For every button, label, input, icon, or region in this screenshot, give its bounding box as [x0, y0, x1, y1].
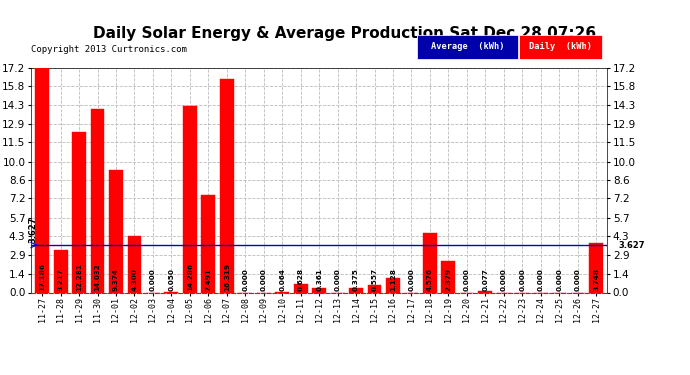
Text: 0.064: 0.064 — [279, 268, 285, 291]
Text: 4.300: 4.300 — [132, 269, 137, 291]
Bar — [423, 232, 437, 292]
Text: 14.286: 14.286 — [187, 264, 193, 291]
Text: 0.000: 0.000 — [464, 269, 470, 291]
Text: Copyright 2013 Curtronics.com: Copyright 2013 Curtronics.com — [31, 45, 187, 54]
Bar — [201, 195, 215, 292]
Text: 3.748: 3.748 — [593, 268, 599, 291]
Text: 0.050: 0.050 — [168, 268, 175, 291]
Bar — [312, 288, 326, 292]
Text: 0.000: 0.000 — [575, 269, 581, 291]
Text: 0.000: 0.000 — [335, 269, 341, 291]
Bar — [368, 285, 382, 292]
Text: 0.000: 0.000 — [261, 269, 267, 291]
Text: 0.000: 0.000 — [538, 269, 544, 291]
Bar — [220, 79, 234, 292]
Text: 3.627: 3.627 — [619, 240, 645, 249]
Text: 4.576: 4.576 — [427, 268, 433, 291]
Bar — [72, 132, 86, 292]
Text: Average  (kWh): Average (kWh) — [431, 42, 504, 51]
Bar — [54, 251, 68, 292]
Bar — [35, 68, 49, 292]
Bar — [349, 288, 363, 292]
Bar — [183, 106, 197, 292]
Text: 17.186: 17.186 — [39, 264, 45, 291]
Text: 0.557: 0.557 — [371, 268, 377, 291]
Bar — [128, 236, 141, 292]
Text: 2.379: 2.379 — [445, 268, 451, 291]
Text: 9.374: 9.374 — [113, 268, 119, 291]
Bar — [386, 278, 400, 292]
Text: 0.000: 0.000 — [150, 269, 156, 291]
Text: Daily Solar Energy & Average Production Sat Dec 28 07:26: Daily Solar Energy & Average Production … — [93, 26, 597, 41]
Bar — [589, 243, 603, 292]
Bar — [294, 284, 308, 292]
Text: 0.361: 0.361 — [316, 268, 322, 291]
Bar — [109, 170, 123, 292]
Text: 3.217: 3.217 — [57, 269, 63, 291]
Text: 7.491: 7.491 — [206, 268, 211, 291]
Text: 12.281: 12.281 — [76, 264, 82, 291]
Text: 14.032: 14.032 — [95, 264, 101, 291]
Text: 1.128: 1.128 — [390, 268, 396, 291]
Bar — [442, 261, 455, 292]
Text: 0.628: 0.628 — [297, 268, 304, 291]
Bar — [478, 291, 492, 292]
Text: 0.000: 0.000 — [408, 269, 415, 291]
Text: 0.375: 0.375 — [353, 268, 359, 291]
Text: Daily  (kWh): Daily (kWh) — [529, 42, 592, 51]
Text: 0.000: 0.000 — [242, 269, 248, 291]
Text: 0.000: 0.000 — [520, 269, 525, 291]
Text: 3.627: 3.627 — [28, 217, 37, 243]
Text: 0.000: 0.000 — [556, 269, 562, 291]
Bar — [90, 109, 104, 292]
Text: 0.000: 0.000 — [501, 269, 506, 291]
Text: 16.319: 16.319 — [224, 264, 230, 291]
Text: 0.077: 0.077 — [482, 269, 489, 291]
